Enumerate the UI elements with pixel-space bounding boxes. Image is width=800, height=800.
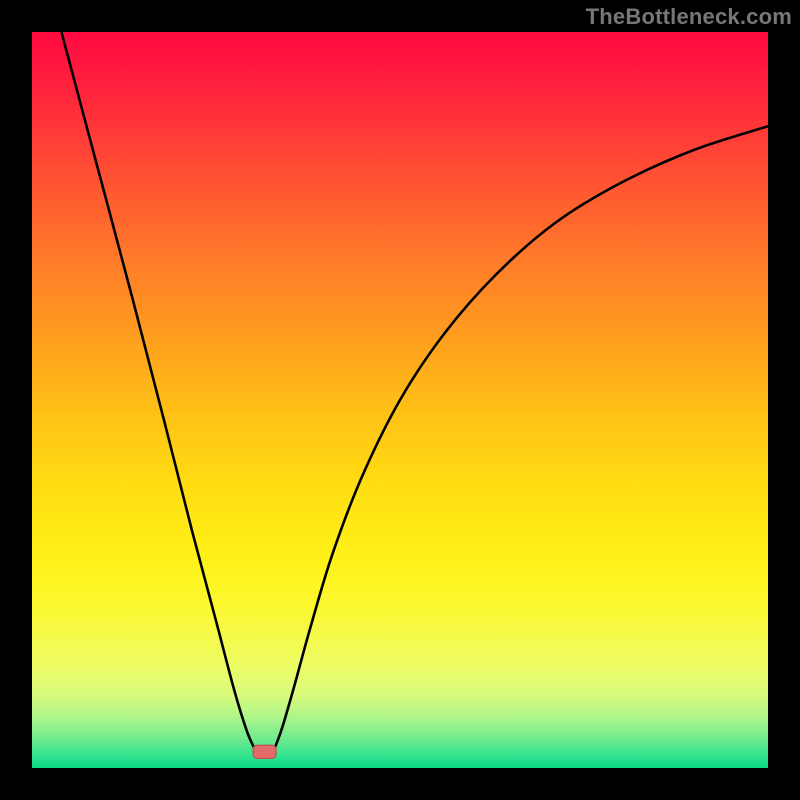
chart-frame: TheBottleneck.com: [0, 0, 800, 800]
bottleneck-v-curve-chart: [32, 32, 768, 768]
dip-marker: [253, 745, 276, 758]
plot-area: [32, 32, 768, 768]
watermark-label: TheBottleneck.com: [586, 4, 792, 30]
